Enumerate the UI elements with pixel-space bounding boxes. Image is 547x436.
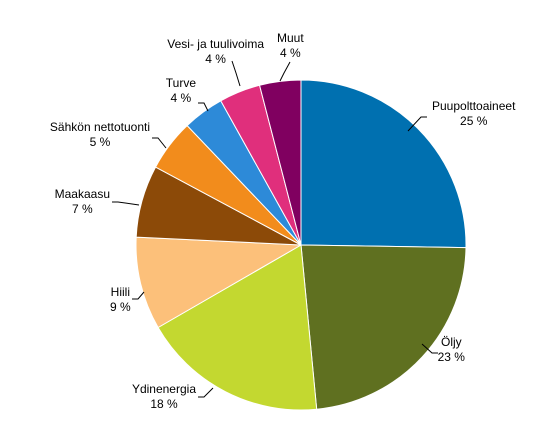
slice-value-label-puupolttoaineet: 25 %	[460, 114, 488, 128]
pie-slice-puupolttoaineet	[300, 79, 467, 249]
slice-label-vesi-ja-tuulivoima: Vesi- ja tuulivoima	[167, 37, 264, 51]
slice-value-label-ydinenergia: 18 %	[150, 397, 178, 411]
slice-value-label-hiili: 9 %	[110, 300, 131, 314]
slice-value-label-muut: 4 %	[280, 46, 301, 60]
leader-line-hiili	[132, 291, 145, 300]
leader-line-oljy	[421, 343, 438, 354]
slice-value-label-oljy: 23 %	[438, 350, 466, 364]
slice-label-ydinenergia: Ydinenergia	[132, 382, 196, 396]
leader-line-turve	[198, 102, 209, 112]
slice-value-label-vesi-ja-tuulivoima: 4 %	[205, 52, 226, 66]
slice-value-label-turve: 4 %	[171, 91, 192, 105]
slice-label-sahkon-nettotuonti: Sähkön nettotuonti	[50, 120, 150, 134]
slice-label-turve: Turve	[166, 76, 197, 90]
pie-slice-ydinenergia	[157, 244, 318, 411]
leader-line-ydinenergia	[198, 387, 214, 398]
pie-slice-oljy	[300, 244, 467, 410]
leader-line-vesi-ja-tuulivoima	[231, 60, 241, 87]
slices-layer	[135, 79, 467, 411]
leader-line-puupolttoaineet	[407, 116, 427, 132]
leader-line-maakaasu	[112, 201, 140, 206]
leader-line-sahkon-nettotuonti	[152, 137, 167, 149]
slice-label-puupolttoaineet: Puupolttoaineet	[432, 99, 516, 113]
slice-label-oljy: Öljy	[441, 335, 462, 349]
leader-line-muut	[279, 61, 291, 82]
leader-lines-layer	[112, 60, 438, 398]
pie-slice-muut	[258, 79, 302, 246]
pie-slice-hiili	[135, 236, 303, 329]
slice-label-maakaasu: Maakaasu	[55, 187, 110, 201]
slice-label-hiili: Hiili	[111, 285, 130, 299]
slice-value-label-sahkon-nettotuonti: 5 %	[90, 135, 111, 149]
slice-label-muut: Muut	[277, 31, 304, 45]
slice-value-label-maakaasu: 7 %	[72, 202, 93, 216]
